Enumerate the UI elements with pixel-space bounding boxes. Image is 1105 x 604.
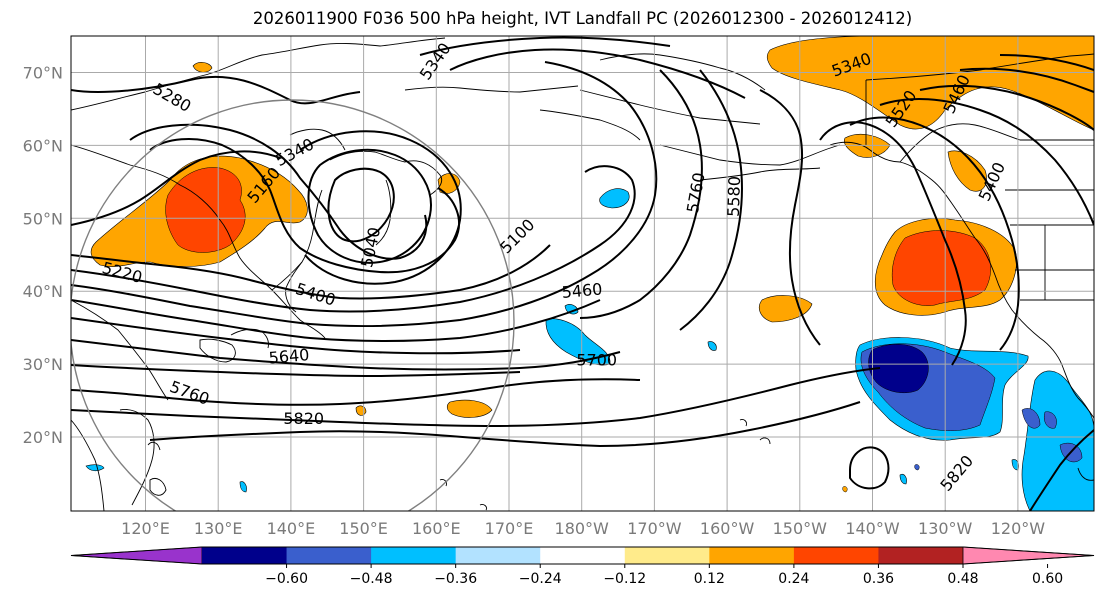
contour-label: 5340 bbox=[416, 39, 455, 83]
contour-label-text: 5580 bbox=[724, 176, 744, 217]
lon-label: 160°W bbox=[700, 519, 755, 538]
colorbar-outline bbox=[70, 546, 1095, 565]
colorbar-tick-label: −0.48 bbox=[350, 571, 393, 587]
colorbar-tick-label: −0.24 bbox=[519, 571, 562, 587]
lon-label: 120°W bbox=[991, 519, 1046, 538]
contour-label: 5640 bbox=[268, 345, 310, 367]
lon-label: 150°W bbox=[773, 519, 828, 538]
colorbar-extend-right bbox=[962, 546, 1095, 565]
colorbar-tick-label: 0.60 bbox=[1032, 571, 1063, 587]
latitude-labels: 70°N 60°N 50°N 40°N 30°N 20°N bbox=[23, 64, 63, 448]
lon-label: 120°E bbox=[121, 519, 170, 538]
contour-label: 5760 bbox=[683, 171, 709, 214]
colorbar-tick-label: −0.12 bbox=[603, 571, 646, 587]
lat-label: 30°N bbox=[23, 355, 63, 374]
contour-label-text: 5640 bbox=[268, 345, 310, 367]
contour-label-text: 5820 bbox=[936, 451, 977, 494]
ivt-strong-region-nepac bbox=[891, 230, 991, 306]
height-contours bbox=[71, 36, 1094, 511]
colorbar-segment bbox=[793, 547, 879, 564]
lon-label: 130°E bbox=[194, 519, 243, 538]
longitude-labels: 120°E 130°E 140°E 150°E 160°E 170°E 180°W 170°W… bbox=[121, 519, 1045, 538]
reference-circle bbox=[71, 99, 515, 511]
ivt-negative-region-southeast bbox=[1021, 370, 1094, 511]
colorbar-segment bbox=[624, 547, 710, 564]
contour-label: 5580 bbox=[724, 176, 744, 217]
colorbar-segment bbox=[286, 547, 372, 564]
lon-label: 140°E bbox=[267, 519, 316, 538]
lat-label: 40°N bbox=[23, 282, 63, 301]
contour-label: 5820 bbox=[283, 409, 324, 428]
contour-label-text: 5700 bbox=[576, 350, 617, 369]
lat-label: 20°N bbox=[23, 428, 63, 447]
colorbar-segment bbox=[455, 547, 541, 564]
colorbar-extend-left bbox=[70, 546, 203, 565]
lat-label: 70°N bbox=[23, 64, 63, 83]
lon-label: 170°W bbox=[627, 519, 682, 538]
colorbar-segment bbox=[709, 547, 795, 564]
colorbar-tick-label: −0.60 bbox=[265, 571, 308, 587]
plot-title: 2026011900 F036 500 hPa height, IVT Land… bbox=[252, 9, 913, 28]
map-frame bbox=[70, 35, 1095, 512]
lat-label: 50°N bbox=[23, 209, 63, 228]
coastlines bbox=[71, 37, 1094, 511]
contour-label-text: 5460 bbox=[561, 279, 603, 301]
lon-label: 140°W bbox=[845, 519, 900, 538]
contour-label-text: 5400 bbox=[293, 279, 338, 310]
contour-label-text: 5100 bbox=[496, 215, 538, 257]
colorbar-tick-label: 0.48 bbox=[947, 571, 978, 587]
contour-label-text: 5340 bbox=[416, 39, 455, 83]
lon-label: 150°E bbox=[339, 519, 388, 538]
colorbar-tick-label: 0.12 bbox=[694, 571, 725, 587]
colorbar-segment bbox=[540, 547, 626, 564]
colorbar-tick-label: 0.24 bbox=[778, 571, 809, 587]
contour-label: 5820 bbox=[936, 451, 977, 494]
contour-label: 5400 bbox=[293, 279, 338, 310]
ivt-positive-region-arctic bbox=[766, 36, 1094, 131]
contour-label-text: 5820 bbox=[283, 409, 324, 428]
lon-label: 170°E bbox=[485, 519, 534, 538]
colorbar-segment bbox=[202, 547, 288, 564]
contour-label: 5100 bbox=[496, 215, 538, 257]
colorbar: −0.60 −0.48 −0.36 −0.24 −0.12 0.12 0.24 0.36 0.4… bbox=[70, 546, 1095, 587]
contour-label: 5760 bbox=[167, 377, 212, 409]
colorbar-segment bbox=[878, 547, 964, 564]
lon-label: 130°W bbox=[918, 519, 973, 538]
colorbar-tick-label: 0.36 bbox=[863, 571, 894, 587]
lon-label: 180°W bbox=[555, 519, 610, 538]
contour-label-text: 5760 bbox=[683, 171, 709, 214]
lon-label: 160°E bbox=[412, 519, 461, 538]
contour-label-text: 5760 bbox=[167, 377, 212, 409]
contour-label: 5460 bbox=[561, 279, 603, 301]
colorbar-tick-label: −0.36 bbox=[434, 571, 477, 587]
contour-label: 5340 bbox=[272, 134, 317, 170]
lat-label: 60°N bbox=[23, 136, 63, 155]
contour-label-text: 5340 bbox=[272, 134, 317, 170]
ivt-strong-region-westpac bbox=[165, 167, 246, 253]
colorbar-segment bbox=[371, 547, 457, 564]
contour-label: 5700 bbox=[576, 350, 617, 369]
